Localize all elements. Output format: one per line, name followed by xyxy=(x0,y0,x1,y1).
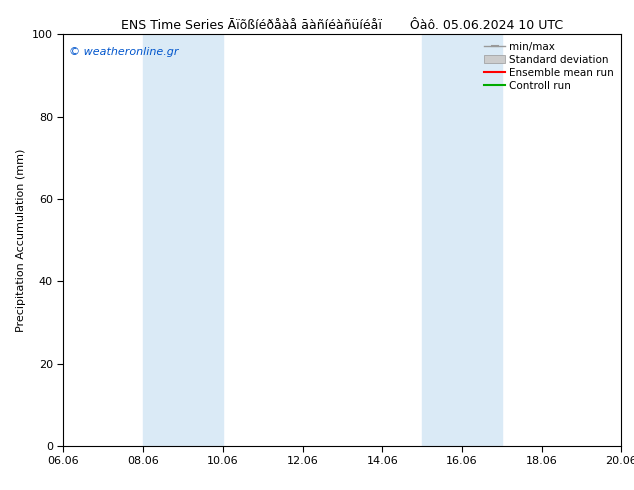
Title: ENS Time Series Āïõßíéðåàå āàñíéàñüíéåï       Ôàô. 05.06.2024 10 UTC: ENS Time Series Āïõßíéðåàå āàñíéàñüíéåï … xyxy=(121,19,564,32)
Bar xyxy=(422,34,501,446)
Y-axis label: Precipitation Accumulation (mm): Precipitation Accumulation (mm) xyxy=(16,148,27,332)
Text: © weatheronline.gr: © weatheronline.gr xyxy=(69,47,179,57)
Bar xyxy=(143,34,223,446)
Legend: min/max, Standard deviation, Ensemble mean run, Controll run: min/max, Standard deviation, Ensemble me… xyxy=(480,37,618,95)
